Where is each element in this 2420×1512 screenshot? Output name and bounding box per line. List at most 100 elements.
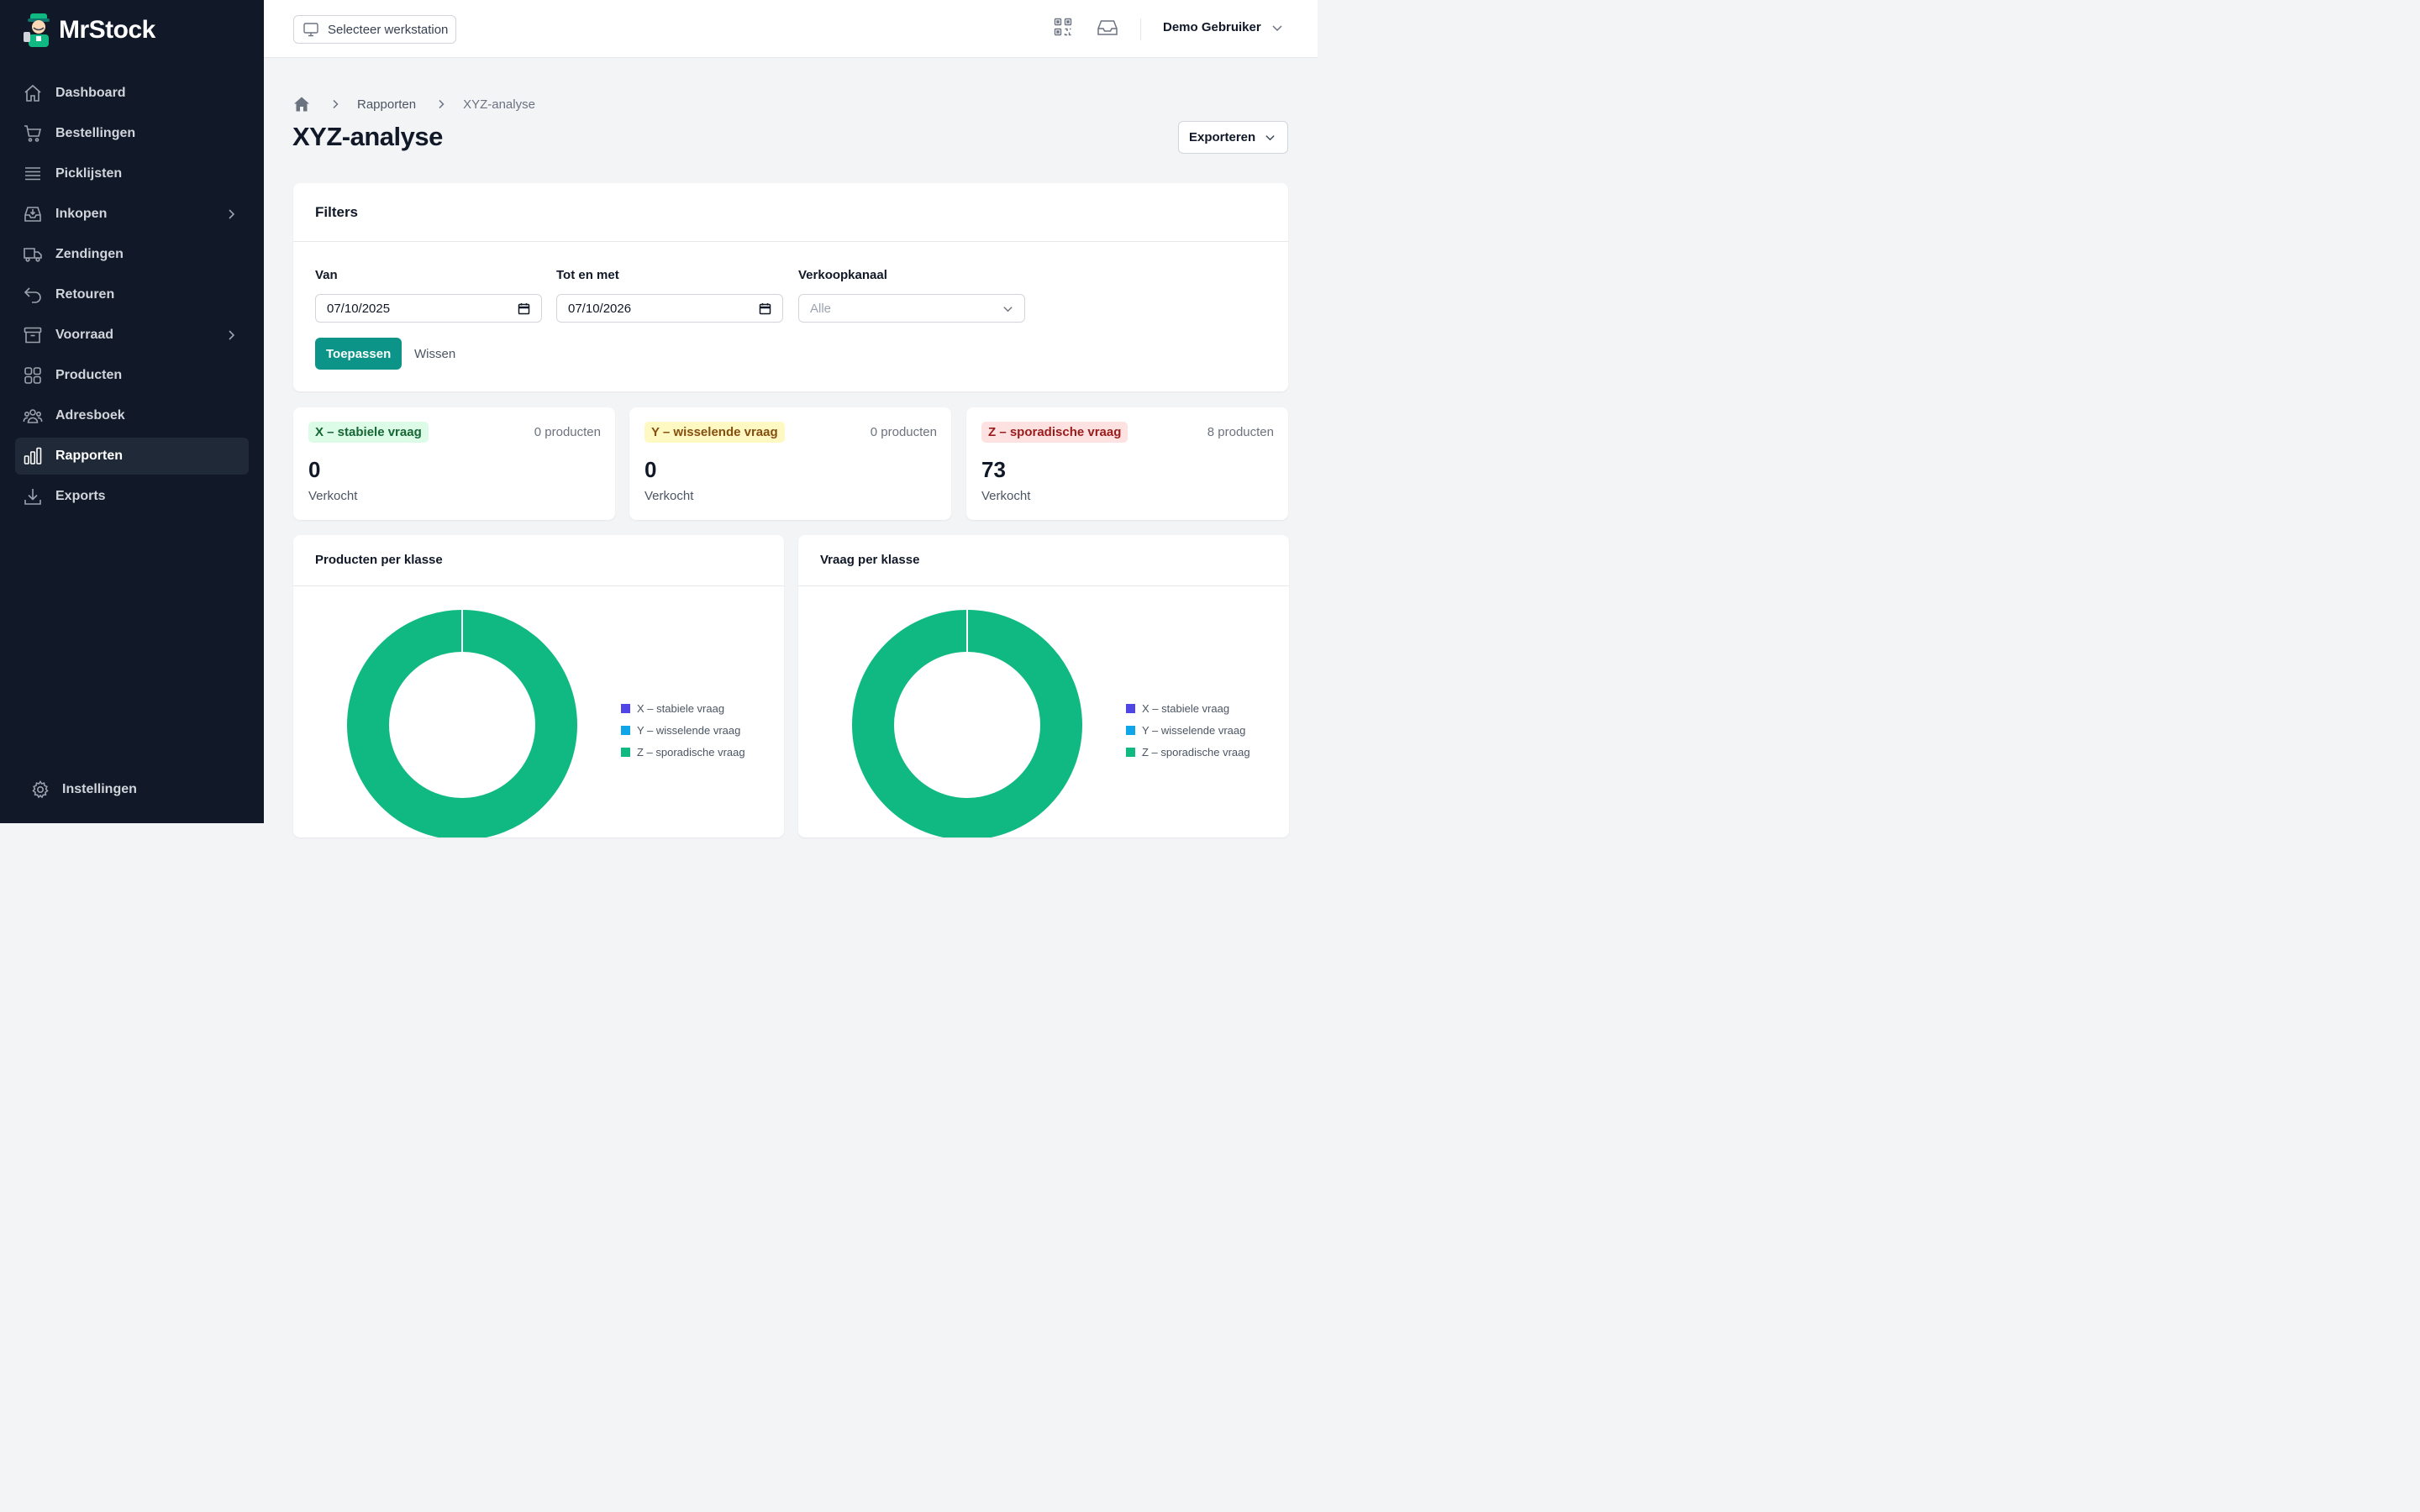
qr-code-icon[interactable] xyxy=(1054,18,1072,36)
legend-item[interactable]: Y – wisselende vraag xyxy=(621,719,745,741)
export-button[interactable]: Exporteren xyxy=(1178,121,1288,154)
legend-item[interactable]: Z – sporadische vraag xyxy=(1126,741,1250,763)
sidebar-item-picklijsten[interactable]: Picklijsten xyxy=(15,155,249,192)
legend-swatch xyxy=(621,725,630,735)
filters-title: Filters xyxy=(293,183,1288,242)
sidebar-item-bestellingen[interactable]: Bestellingen xyxy=(15,115,249,152)
list-icon xyxy=(23,164,43,184)
channel-label: Verkoopkanaal xyxy=(798,268,887,282)
breadcrumb: Rapporten XYZ-analyse xyxy=(293,96,535,113)
to-date-input[interactable]: 07/10/2026 xyxy=(556,294,783,323)
sold-value: 0 xyxy=(308,457,321,482)
channel-value: Alle xyxy=(810,301,832,316)
from-label: Van xyxy=(315,268,338,282)
logo[interactable]: MrStock xyxy=(22,12,155,49)
inbox-icon xyxy=(23,204,43,224)
sidebar-item-rapporten[interactable]: Rapporten xyxy=(15,438,249,475)
donut-chart-demand xyxy=(852,610,1082,837)
sold-label: Verkocht xyxy=(308,489,358,503)
sidebar-item-dashboard[interactable]: Dashboard xyxy=(15,75,249,112)
chart-legend: X – stabiele vraag Y – wisselende vraag Z … xyxy=(1126,697,1250,763)
breadcrumb-rapporten[interactable]: Rapporten xyxy=(357,97,417,112)
legend-label: Y – wisselende vraag xyxy=(637,723,741,737)
product-count: 0 producten xyxy=(534,425,601,439)
chevron-right-icon xyxy=(436,99,446,109)
grid-icon xyxy=(23,365,43,386)
apply-button[interactable]: Toepassen xyxy=(315,338,402,370)
filters-card: Filters Van 07/10/2025 Tot en met 07/10/… xyxy=(293,183,1288,391)
stat-card-y: Y – wisselende vraag 0 producten 0 Verko… xyxy=(629,407,951,520)
breadcrumb-current: XYZ-analyse xyxy=(463,97,535,112)
from-date-input[interactable]: 07/10/2025 xyxy=(315,294,542,323)
class-badge-x: X – stabiele vraag xyxy=(308,422,429,443)
chevron-right-icon xyxy=(225,329,237,345)
sidebar-item-label: Producten xyxy=(55,368,123,382)
calendar-icon[interactable] xyxy=(518,302,530,315)
gear-icon xyxy=(30,780,50,800)
sidebar-item-adresboek[interactable]: Adresboek xyxy=(15,397,249,434)
stat-card-z: Z – sporadische vraag 8 producten 73 Ver… xyxy=(966,407,1288,520)
sidebar-item-label: Picklijsten xyxy=(55,166,123,181)
sidebar-item-inkopen[interactable]: Inkopen xyxy=(15,196,249,233)
chart-title: Producten per klasse xyxy=(293,535,784,586)
donut-slice-3[interactable] xyxy=(347,610,577,837)
topbar-divider xyxy=(1140,18,1141,40)
sales-channel-select[interactable]: Alle xyxy=(798,294,1025,323)
sidebar-item-label: Adresboek xyxy=(55,408,125,423)
product-count: 8 producten xyxy=(1207,425,1274,439)
bar-chart-icon xyxy=(23,446,43,466)
inbox-icon[interactable] xyxy=(1097,18,1118,38)
donut-slice-3[interactable] xyxy=(852,610,1082,837)
chevron-down-icon xyxy=(1002,303,1013,314)
sidebar-item-voorraad[interactable]: Voorraad xyxy=(15,317,249,354)
chevron-down-icon xyxy=(1265,132,1276,143)
sidebar-item-instellingen[interactable]: Instellingen xyxy=(30,780,137,800)
sidebar-item-retouren[interactable]: Retouren xyxy=(15,276,249,313)
sold-label: Verkocht xyxy=(981,489,1031,503)
home-icon[interactable] xyxy=(293,96,310,113)
sold-value: 73 xyxy=(981,457,1006,482)
select-workstation-button[interactable]: Selecteer werkstation xyxy=(293,15,457,44)
monitor-icon xyxy=(302,21,319,38)
legend-swatch xyxy=(1126,703,1135,713)
legend-item[interactable]: X – stabiele vraag xyxy=(1126,697,1250,719)
chevron-right-icon xyxy=(225,208,237,224)
sidebar-item-label: Zendingen xyxy=(55,247,124,261)
user-name: Demo Gebruiker xyxy=(1163,20,1261,34)
chart-legend: X – stabiele vraag Y – wisselende vraag Z … xyxy=(621,697,745,763)
clear-button[interactable]: Wissen xyxy=(414,347,456,361)
return-icon xyxy=(23,285,43,305)
stat-card-x: X – stabiele vraag 0 producten 0 Verkoch… xyxy=(293,407,615,520)
legend-swatch xyxy=(1126,747,1135,757)
calendar-icon[interactable] xyxy=(759,302,771,315)
legend-swatch xyxy=(621,747,630,757)
sidebar-item-producten[interactable]: Producten xyxy=(15,357,249,394)
sidebar: MrStock Dashboard Bestellingen Picklijst… xyxy=(0,0,264,823)
export-label: Exporteren xyxy=(1189,130,1256,144)
sidebar-item-label: Rapporten xyxy=(55,449,123,463)
truck-icon xyxy=(23,244,43,265)
legend-label: Z – sporadische vraag xyxy=(637,745,745,759)
donut-chart-products xyxy=(347,610,577,837)
sidebar-nav: Dashboard Bestellingen Picklijsten Inkop… xyxy=(15,75,249,518)
user-menu[interactable]: Demo Gebruiker xyxy=(1163,20,1283,34)
sidebar-item-label: Retouren xyxy=(55,287,115,302)
app-name: MrStock xyxy=(59,16,155,44)
chart-title: Vraag per klasse xyxy=(798,535,1289,586)
legend-label: X – stabiele vraag xyxy=(637,701,725,715)
to-label: Tot en met xyxy=(556,268,619,282)
legend-item[interactable]: Y – wisselende vraag xyxy=(1126,719,1250,741)
legend-item[interactable]: Z – sporadische vraag xyxy=(621,741,745,763)
sidebar-item-exports[interactable]: Exports xyxy=(15,478,249,515)
logo-mascot-icon xyxy=(24,13,50,47)
home-icon xyxy=(23,83,43,103)
legend-item[interactable]: X – stabiele vraag xyxy=(621,697,745,719)
sidebar-item-zendingen[interactable]: Zendingen xyxy=(15,236,249,273)
to-date-value: 07/10/2026 xyxy=(568,301,632,316)
sidebar-item-label: Inkopen xyxy=(55,207,108,221)
sidebar-item-label: Bestellingen xyxy=(55,126,136,140)
page-title: XYZ-analyse xyxy=(292,122,443,151)
archive-icon xyxy=(23,325,43,345)
legend-label: Z – sporadische vraag xyxy=(1142,745,1250,759)
sidebar-item-label: Voorraad xyxy=(55,328,114,342)
